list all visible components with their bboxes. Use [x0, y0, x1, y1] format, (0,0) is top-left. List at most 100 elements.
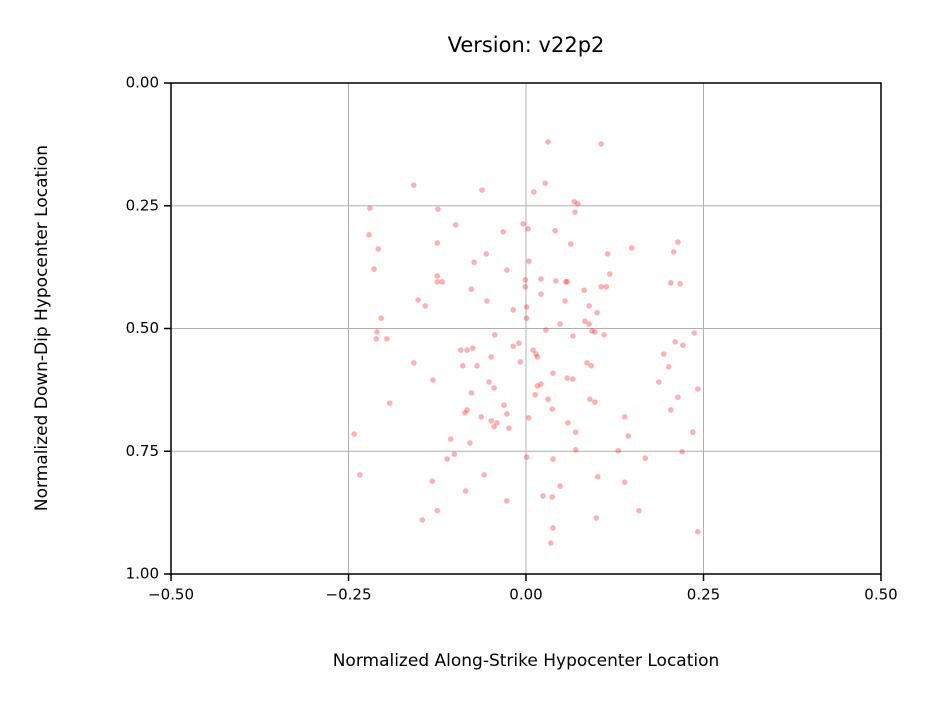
point — [434, 240, 441, 246]
point — [625, 433, 632, 439]
point — [601, 332, 607, 338]
point — [557, 321, 563, 327]
point — [534, 354, 541, 360]
point — [468, 286, 475, 293]
point — [481, 472, 487, 478]
point — [415, 297, 421, 303]
point — [679, 448, 685, 455]
x-tick-label: 0.25 — [687, 586, 720, 604]
point — [565, 419, 571, 426]
point — [467, 440, 473, 446]
point — [462, 410, 468, 416]
y-tick-label: 0.25 — [126, 196, 159, 214]
point — [523, 315, 530, 321]
point — [543, 327, 549, 333]
x-tick-label: −0.50 — [148, 586, 194, 604]
point — [553, 278, 559, 284]
point — [429, 478, 436, 485]
point — [375, 246, 382, 252]
point — [572, 209, 578, 215]
point — [545, 139, 551, 145]
point — [373, 336, 379, 342]
point — [621, 479, 628, 485]
point — [550, 370, 556, 376]
point — [677, 281, 683, 287]
point — [604, 251, 611, 257]
point — [542, 180, 548, 186]
point — [594, 309, 600, 316]
x-tick-label: −0.25 — [326, 586, 372, 604]
point — [567, 241, 574, 247]
point — [419, 517, 426, 523]
point — [491, 385, 497, 391]
point — [411, 182, 417, 188]
point — [357, 472, 363, 478]
point — [474, 363, 480, 369]
point — [615, 447, 622, 454]
point — [660, 351, 667, 357]
point — [538, 291, 544, 297]
point — [550, 456, 556, 462]
point — [680, 342, 686, 348]
point — [642, 455, 649, 461]
point — [386, 400, 393, 406]
point — [592, 329, 598, 335]
point — [672, 338, 678, 345]
point — [534, 383, 541, 389]
point — [570, 376, 576, 382]
point — [690, 429, 696, 435]
point — [550, 525, 556, 531]
point — [564, 375, 570, 381]
point — [564, 279, 570, 285]
point — [411, 360, 417, 366]
point — [367, 205, 373, 212]
point — [451, 451, 458, 457]
point — [479, 187, 485, 193]
point — [478, 414, 485, 420]
point — [588, 363, 595, 369]
point — [516, 340, 522, 347]
point — [628, 245, 635, 251]
point — [571, 199, 578, 205]
point — [486, 379, 492, 385]
point — [464, 347, 470, 353]
point — [430, 377, 436, 383]
point — [483, 251, 490, 257]
point — [434, 279, 441, 285]
point — [549, 406, 556, 412]
point — [552, 227, 558, 234]
point — [570, 333, 576, 339]
point — [447, 436, 454, 442]
point — [675, 394, 681, 401]
point — [491, 332, 498, 338]
point — [668, 407, 674, 413]
plot-frame — [170, 82, 882, 575]
point — [457, 347, 464, 353]
point — [506, 425, 512, 431]
point — [491, 423, 497, 430]
point — [520, 221, 526, 227]
point — [444, 456, 450, 462]
point — [488, 418, 495, 424]
point — [532, 391, 539, 398]
point — [384, 336, 390, 342]
point — [526, 258, 532, 265]
point — [668, 280, 674, 286]
point — [557, 483, 563, 489]
y-tick-label: 1.00 — [126, 565, 159, 583]
point — [695, 528, 701, 535]
y-axis-label: Normalized Down-Dip Hypocenter Location — [32, 145, 52, 511]
point — [422, 303, 428, 309]
point — [691, 330, 698, 336]
point — [471, 259, 477, 266]
point — [594, 473, 601, 480]
point — [675, 239, 681, 245]
point — [504, 498, 510, 504]
point — [504, 267, 510, 273]
point — [665, 363, 672, 370]
point — [636, 507, 642, 514]
point — [670, 249, 677, 255]
point — [526, 415, 532, 421]
y-tick-label: 0.50 — [126, 319, 159, 337]
point — [695, 386, 701, 392]
